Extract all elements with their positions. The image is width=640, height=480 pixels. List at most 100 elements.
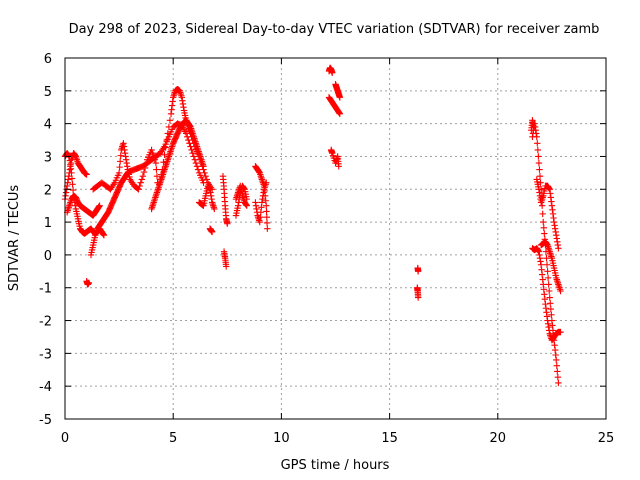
data-point — [263, 179, 270, 186]
data-point — [243, 195, 250, 203]
data-point — [264, 225, 271, 232]
data-point — [69, 181, 76, 188]
y-tick-label: 3 — [44, 150, 52, 165]
data-point — [555, 379, 562, 387]
data-point — [200, 163, 207, 170]
data-point — [149, 149, 156, 157]
data-point — [136, 182, 143, 190]
x-tick-label: 20 — [490, 431, 507, 446]
data-point — [83, 171, 90, 178]
x-tick-label: 25 — [598, 431, 615, 446]
data-point — [68, 169, 75, 177]
data-point — [329, 69, 336, 76]
data-point — [139, 172, 147, 180]
data-point — [335, 163, 342, 170]
data-point — [135, 186, 142, 193]
data-point — [535, 159, 543, 167]
data-point — [188, 146, 195, 154]
data-point — [165, 123, 173, 131]
data-point — [116, 163, 123, 171]
data-point — [263, 208, 270, 215]
data-point — [194, 166, 202, 173]
y-tick-label: 4 — [44, 118, 52, 133]
y-tick-label: -2 — [39, 315, 52, 330]
data-point — [116, 158, 124, 165]
data-point — [190, 153, 197, 160]
y-tick-label: -4 — [39, 380, 52, 395]
data-point — [536, 166, 543, 173]
data-point — [189, 149, 196, 157]
data-point — [263, 213, 270, 221]
data-point — [540, 218, 547, 226]
data-point — [545, 281, 552, 288]
data-point — [554, 373, 562, 381]
plot-frame — [64, 57, 607, 420]
data-point — [202, 172, 209, 180]
data-point — [543, 261, 551, 268]
data-point — [166, 117, 174, 124]
data-point — [554, 368, 561, 375]
data-point — [85, 279, 93, 287]
y-tick-label: 1 — [44, 216, 52, 231]
data-point — [148, 146, 155, 154]
data-point — [164, 130, 171, 137]
x-tick-label: 15 — [381, 431, 398, 446]
data-point — [414, 294, 422, 301]
data-point — [142, 160, 150, 168]
data-point — [211, 205, 218, 213]
data-point — [243, 202, 250, 209]
data-point — [545, 287, 553, 295]
data-point — [414, 268, 422, 275]
y-tick-label: 6 — [44, 52, 52, 67]
data-point — [546, 294, 553, 301]
data-point — [541, 230, 548, 237]
data-point — [201, 169, 208, 177]
y-tick-label: 5 — [44, 85, 52, 100]
data-point — [534, 146, 542, 154]
data-point — [153, 172, 161, 180]
data-point — [553, 356, 560, 364]
data-point — [557, 287, 564, 295]
x-tick-label: 10 — [273, 431, 290, 446]
data-point — [162, 144, 169, 151]
y-tick-label: -5 — [39, 413, 52, 428]
data-point — [540, 224, 547, 232]
y-axis-label: SDTVAR / TECUs — [7, 185, 22, 292]
y-tick-label: 2 — [44, 183, 52, 198]
data-point — [203, 176, 210, 183]
x-tick-labels: 0 5 10 15 20 25 — [61, 431, 614, 446]
data-point — [193, 163, 201, 170]
data-point — [152, 159, 160, 167]
data-point — [336, 94, 344, 101]
data-point — [263, 202, 270, 209]
data-point — [163, 136, 170, 144]
data-point — [140, 168, 148, 176]
data-point — [539, 210, 546, 218]
data-point — [96, 202, 103, 209]
data-point — [223, 263, 230, 270]
data-point — [117, 152, 124, 159]
data-point — [150, 153, 157, 160]
data-point — [115, 169, 123, 177]
data-point — [100, 232, 108, 239]
x-tick-label: 0 — [61, 431, 69, 446]
data-point — [141, 164, 149, 172]
data-point — [544, 274, 552, 282]
chart-title: Day 298 of 2023, Sidereal Day-to-day VTE… — [69, 22, 600, 37]
data-point — [547, 300, 554, 307]
data-point — [534, 140, 541, 147]
data-point — [153, 166, 160, 173]
data-point — [535, 153, 542, 160]
data-point — [544, 268, 551, 275]
data-point — [530, 123, 537, 131]
data-point — [224, 220, 231, 227]
data-point — [192, 159, 200, 167]
data-point — [263, 219, 271, 227]
x-tick-label: 5 — [169, 431, 177, 446]
data-point — [543, 254, 550, 262]
y-tick-label: -1 — [39, 282, 52, 297]
data-point — [151, 156, 159, 163]
data-point — [208, 228, 216, 236]
data-point — [548, 311, 555, 319]
